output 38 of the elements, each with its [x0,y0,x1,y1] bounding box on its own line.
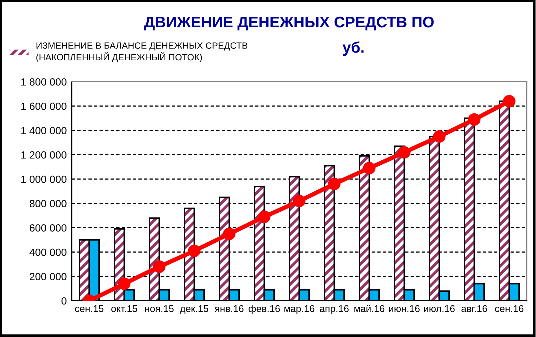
x-tick-label: авг.16 [462,305,488,312]
y-tick-label: 600 000 [30,224,67,232]
y-tick-label: 1 800 000 [22,78,67,86]
x-tick-label: дек.15 [180,306,209,314]
x-tick-label: янв.16 [214,305,244,312]
point [153,260,166,274]
y-tick-label: 1 000 000 [22,176,67,184]
y-tick-label: 800 000 [30,200,67,208]
point [118,278,131,290]
point [188,244,201,258]
y-tick-label: 1 400 000 [22,127,67,135]
chart-title: ДВИЖЕНИЕ ДЕНЕЖНЫХ СРЕДСТВ ПО [144,16,434,31]
point [223,228,236,240]
point [293,194,306,208]
y-tick-label: 0 [62,298,67,305]
x-tick-label: сен.16 [495,305,524,312]
chart-subtitle: уб. [342,42,364,56]
x-tick-label: май.16 [354,304,385,312]
x-tick-label: ноя.15 [145,306,174,312]
y-tick-label: 200 000 [30,273,67,281]
point [328,178,341,190]
x-tick-label: окт.15 [112,306,138,312]
x-tick-label: сен.15 [75,306,104,312]
point [258,210,271,224]
legend-label: ИЗМЕНЕНИЕ В БАЛАНСЕ ДЕНЕЖНЫХ СРЕДСТВ (НАКОПЛЕННЫЙ ДЕНЕЖНЫЙ ПОТОК) [36,42,248,62]
x-tick-label: фев.16 [248,305,280,314]
point [468,113,481,126]
x-tick-label: мар.16 [284,305,315,314]
y-tick-label: 1 600 000 [22,102,67,110]
x-tick-label: апр.16 [320,305,349,314]
y-tick-label: 1 200 000 [22,152,67,159]
x-tick-label: июл.16 [424,305,455,312]
point [503,95,516,108]
x-tick-label: июн.16 [389,305,420,312]
point [398,146,411,159]
y-tick-label: 400 000 [30,248,67,256]
point [433,130,446,143]
point [363,162,376,175]
